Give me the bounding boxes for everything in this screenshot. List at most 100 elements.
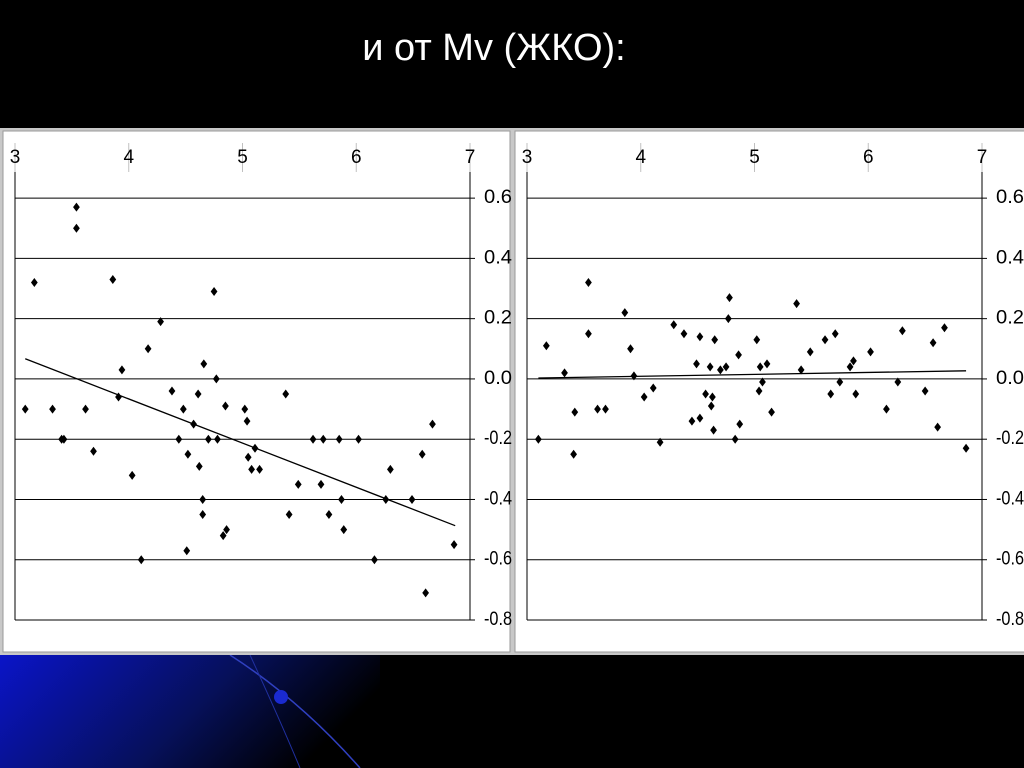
decoration bbox=[0, 655, 380, 768]
data-point bbox=[190, 419, 197, 429]
x-tick-label: 6 bbox=[351, 147, 362, 168]
data-point bbox=[109, 274, 117, 284]
data-point bbox=[30, 278, 38, 288]
data-point bbox=[852, 389, 860, 399]
data-point bbox=[722, 362, 730, 372]
data-point bbox=[711, 335, 719, 345]
y-tick-label: -0.4 bbox=[484, 488, 512, 509]
data-point bbox=[768, 407, 775, 417]
y-tick-label: -0.4 bbox=[996, 488, 1024, 509]
data-point bbox=[49, 404, 56, 414]
data-point bbox=[183, 546, 191, 556]
y-tick-label: 0.4 bbox=[996, 247, 1024, 268]
data-point bbox=[934, 422, 942, 432]
data-point bbox=[115, 392, 122, 402]
y-tick-label: 0.0 bbox=[484, 368, 512, 389]
data-point bbox=[831, 329, 839, 339]
data-point bbox=[621, 308, 629, 318]
data-point bbox=[408, 494, 416, 504]
data-point bbox=[285, 510, 293, 520]
data-point bbox=[688, 416, 696, 426]
x-tick-label: 4 bbox=[123, 147, 134, 168]
data-point bbox=[585, 278, 592, 288]
x-tick-label: 3 bbox=[10, 147, 21, 168]
data-point bbox=[561, 368, 568, 378]
data-point bbox=[696, 413, 704, 423]
data-point bbox=[244, 452, 252, 462]
data-point bbox=[309, 434, 317, 444]
x-tick-label: 5 bbox=[237, 147, 248, 168]
data-point bbox=[210, 287, 218, 297]
data-point bbox=[317, 479, 325, 489]
data-point bbox=[21, 404, 29, 414]
data-point bbox=[223, 525, 230, 535]
data-point bbox=[422, 588, 430, 598]
data-point bbox=[335, 434, 343, 444]
data-point bbox=[630, 371, 638, 381]
data-point bbox=[756, 362, 764, 372]
data-point bbox=[649, 383, 657, 393]
slide-title: и от Mv (ЖКО): bbox=[362, 27, 625, 69]
data-point bbox=[118, 365, 126, 375]
data-point bbox=[594, 404, 601, 414]
y-tick-label: 0.6 bbox=[996, 187, 1024, 208]
data-point bbox=[294, 479, 302, 489]
data-point bbox=[371, 555, 378, 565]
data-point bbox=[962, 443, 970, 453]
data-point bbox=[387, 464, 394, 474]
data-point bbox=[184, 449, 192, 459]
data-point bbox=[894, 377, 902, 387]
data-point bbox=[836, 377, 844, 387]
x-tick-label: 7 bbox=[977, 147, 988, 168]
data-point bbox=[243, 416, 251, 426]
data-point bbox=[867, 347, 874, 357]
data-point bbox=[340, 525, 348, 535]
data-point bbox=[827, 389, 835, 399]
data-point bbox=[90, 446, 97, 456]
data-point bbox=[248, 464, 255, 474]
data-point bbox=[821, 335, 829, 345]
data-point bbox=[319, 434, 327, 444]
data-point bbox=[256, 464, 263, 474]
data-point bbox=[735, 350, 742, 360]
chart-panel bbox=[514, 130, 1024, 653]
data-point bbox=[627, 344, 634, 354]
trendline bbox=[538, 370, 967, 379]
data-point bbox=[702, 389, 709, 399]
data-point bbox=[205, 434, 212, 444]
data-point bbox=[941, 323, 948, 333]
decoration bbox=[274, 690, 288, 704]
y-tick-label: 0.6 bbox=[484, 187, 512, 208]
y-tick-label: -0.2 bbox=[996, 428, 1024, 449]
data-point bbox=[325, 510, 333, 520]
data-point bbox=[571, 407, 579, 417]
data-point bbox=[585, 329, 592, 339]
y-tick-label: -0.8 bbox=[484, 609, 512, 630]
trendline bbox=[25, 358, 456, 527]
data-point bbox=[709, 392, 716, 402]
data-point bbox=[222, 401, 229, 411]
data-point bbox=[535, 434, 542, 444]
data-point bbox=[753, 335, 761, 345]
y-tick-label: -0.8 bbox=[996, 609, 1024, 630]
data-point bbox=[194, 389, 202, 399]
chart-panel bbox=[2, 130, 511, 653]
data-point bbox=[241, 404, 249, 414]
data-point bbox=[137, 555, 145, 565]
data-point bbox=[670, 320, 678, 330]
data-point bbox=[179, 404, 187, 414]
data-point bbox=[251, 443, 259, 453]
data-point bbox=[602, 404, 609, 414]
data-point bbox=[175, 434, 183, 444]
data-point bbox=[73, 223, 80, 233]
x-tick-label: 4 bbox=[635, 147, 646, 168]
data-point bbox=[450, 540, 458, 550]
data-point bbox=[157, 317, 164, 327]
data-point bbox=[73, 202, 80, 212]
y-tick-label: 0.4 bbox=[484, 247, 512, 268]
data-point bbox=[710, 425, 717, 435]
data-point bbox=[736, 419, 744, 429]
x-tick-label: 7 bbox=[465, 147, 476, 168]
